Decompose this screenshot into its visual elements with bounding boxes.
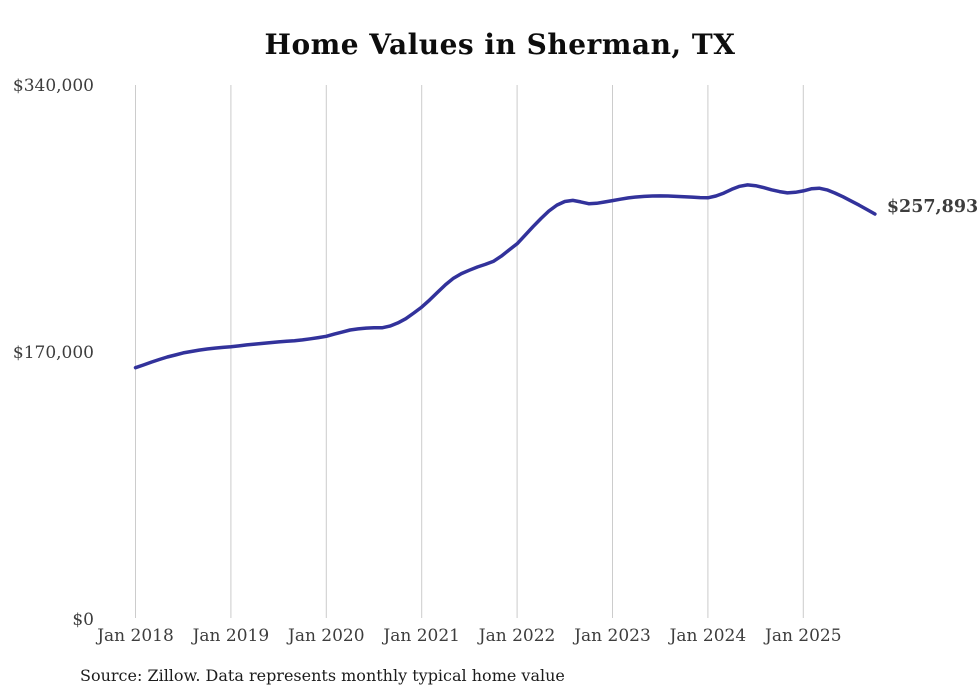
chart-title: Home Values in Sherman, TX <box>264 28 736 61</box>
x-tick-label: Jan 2020 <box>286 626 365 646</box>
y-tick-label: $170,000 <box>13 343 94 363</box>
value-line <box>133 183 877 370</box>
source-note: Source: Zillow. Data represents monthly … <box>80 666 565 685</box>
y-tick-label: $340,000 <box>13 76 94 96</box>
x-tick-label: Jan 2023 <box>572 626 651 646</box>
y-tick-label: $0 <box>72 610 94 630</box>
x-tick-label: Jan 2025 <box>763 626 842 646</box>
x-tick-label: Jan 2019 <box>191 626 270 646</box>
x-tick-label: Jan 2021 <box>381 626 460 646</box>
end-value-label: $257,893 <box>887 197 978 217</box>
x-tick-label: Jan 2022 <box>477 626 556 646</box>
x-tick-label: Jan 2018 <box>95 626 174 646</box>
x-tick-label: Jan 2024 <box>668 626 747 646</box>
